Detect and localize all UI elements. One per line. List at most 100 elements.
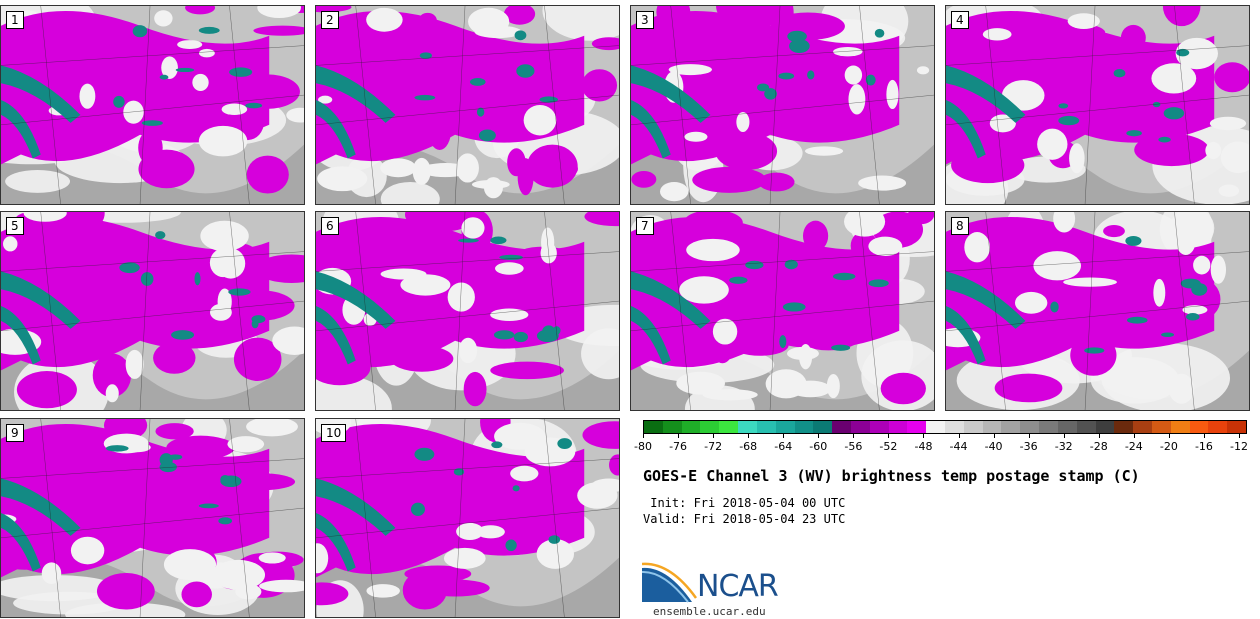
- colorbar-tick: [923, 434, 925, 438]
- colorbar-segment: [662, 421, 682, 433]
- colorbar-segment: [869, 421, 889, 433]
- colorbar-tick: [818, 434, 820, 438]
- water-vapor-map: [946, 6, 1249, 204]
- colorbar-segment: [700, 421, 720, 433]
- ensemble-member-panel-8: 8: [945, 211, 1250, 411]
- colorbar-segment: [681, 421, 701, 433]
- ncar-logo-icon: [642, 562, 698, 603]
- panel-number-label: 2: [321, 11, 339, 29]
- colorbar-segment: [1133, 421, 1152, 433]
- panel-number-label: 8: [951, 217, 969, 235]
- site-url: ensemble.ucar.edu: [653, 605, 766, 618]
- colorbar-tick-label: -16: [1194, 440, 1213, 453]
- colorbar-segment: [1189, 421, 1209, 433]
- water-vapor-map: [1, 6, 304, 204]
- colorbar-ticks: -80 -76 -72 -68 -64 -60 -56 -52 -48 -44 -40 -36 -32 -…: [634, 434, 1248, 454]
- colorbar-segment: [832, 421, 851, 433]
- colorbar-segment: [850, 421, 870, 433]
- colorbar-segment: [1151, 421, 1171, 433]
- colorbar-tick-label: -48: [914, 440, 933, 453]
- panel-number-label: 9: [6, 424, 24, 442]
- colorbar-tick-label: -12: [1230, 440, 1248, 453]
- colorbar-tick-label: -24: [1124, 440, 1143, 453]
- colorbar-segment: [945, 421, 964, 433]
- colorbar-tick-label: -36: [1019, 440, 1038, 453]
- colorbar-tick-label: -80: [634, 440, 652, 453]
- ensemble-member-panel-10: 10: [315, 418, 620, 618]
- ensemble-member-panel-9: 9: [0, 418, 305, 618]
- ensemble-member-panel-3: 3: [630, 5, 935, 205]
- colorbar-segment: [813, 421, 833, 433]
- colorbar-tick: [1168, 434, 1170, 438]
- ensemble-member-panel-4: 4: [945, 5, 1250, 205]
- water-vapor-map: [631, 6, 934, 204]
- water-vapor-map: [946, 212, 1249, 410]
- colorbar: [643, 420, 1247, 434]
- colorbar-tick: [1239, 434, 1240, 438]
- colorbar-segment: [907, 421, 927, 433]
- colorbar-segment: [738, 421, 757, 433]
- page-title: GOES-E Channel 3 (WV) brightness temp po…: [643, 467, 1140, 485]
- panel-number-label: 4: [951, 11, 969, 29]
- colorbar-tick: [958, 434, 960, 438]
- ensemble-member-panel-6: 6: [315, 211, 620, 411]
- colorbar-tick-label: -68: [739, 440, 758, 453]
- colorbar-tick-label: -64: [774, 440, 793, 453]
- water-vapor-map: [631, 212, 934, 410]
- colorbar-tick: [853, 434, 855, 438]
- valid-time: Valid: Fri 2018-05-04 23 UTC: [643, 512, 846, 526]
- water-vapor-map: [1, 212, 304, 410]
- colorbar-tick: [1098, 434, 1100, 438]
- colorbar-segment: [775, 421, 795, 433]
- colorbar-segment: [1227, 421, 1246, 433]
- colorbar-tick-label: -60: [809, 440, 828, 453]
- water-vapor-map: [1, 419, 304, 617]
- colorbar-segment: [1208, 421, 1228, 433]
- water-vapor-map: [316, 212, 619, 410]
- colorbar-tick-label: -20: [1159, 440, 1178, 453]
- colorbar-tick-label: -72: [704, 440, 723, 453]
- colorbar-segment: [1095, 421, 1115, 433]
- water-vapor-map: [316, 6, 619, 204]
- colorbar-tick-label: -52: [879, 440, 898, 453]
- panel-number-label: 6: [321, 217, 339, 235]
- colorbar-tick: [1133, 434, 1135, 438]
- colorbar-tick: [678, 434, 680, 438]
- colorbar-tick: [783, 434, 785, 438]
- colorbar-tick: [1063, 434, 1065, 438]
- colorbar-segment: [1001, 421, 1021, 433]
- panel-number-label: 1: [6, 11, 24, 29]
- colorbar-segment: [888, 421, 908, 433]
- colorbar-tick: [888, 434, 890, 438]
- colorbar-tick-label: -28: [1089, 440, 1108, 453]
- colorbar-segment: [794, 421, 814, 433]
- panel-number-label: 5: [6, 217, 24, 235]
- colorbar-tick-label: -76: [669, 440, 688, 453]
- panel-number-label: 7: [636, 217, 654, 235]
- colorbar-tick: [993, 434, 995, 438]
- colorbar-segment: [1039, 421, 1058, 433]
- colorbar-segment: [926, 421, 945, 433]
- colorbar-tick-label: -32: [1054, 440, 1073, 453]
- ensemble-member-panel-1: 1: [0, 5, 305, 205]
- init-time: Init: Fri 2018-05-04 00 UTC: [643, 496, 846, 510]
- ncar-logo-text: NCAR: [697, 569, 779, 604]
- ensemble-member-panel-2: 2: [315, 5, 620, 205]
- colorbar-tick-label: -40: [984, 440, 1003, 453]
- colorbar-tick: [643, 434, 644, 438]
- colorbar-segment: [1114, 421, 1134, 433]
- colorbar-segment: [1020, 421, 1040, 433]
- water-vapor-map: [316, 419, 619, 617]
- ensemble-member-panel-7: 7: [630, 211, 935, 411]
- colorbar-segment: [756, 421, 776, 433]
- panel-number-label: 3: [636, 11, 654, 29]
- colorbar-tick: [713, 434, 715, 438]
- colorbar-segment: [1057, 421, 1077, 433]
- colorbar-segment: [1170, 421, 1190, 433]
- colorbar-tick: [1028, 434, 1030, 438]
- colorbar-tick-label: -56: [844, 440, 863, 453]
- colorbar-segment: [644, 421, 663, 433]
- colorbar-tick: [748, 434, 750, 438]
- ensemble-member-panel-5: 5: [0, 211, 305, 411]
- colorbar-segment: [719, 421, 739, 433]
